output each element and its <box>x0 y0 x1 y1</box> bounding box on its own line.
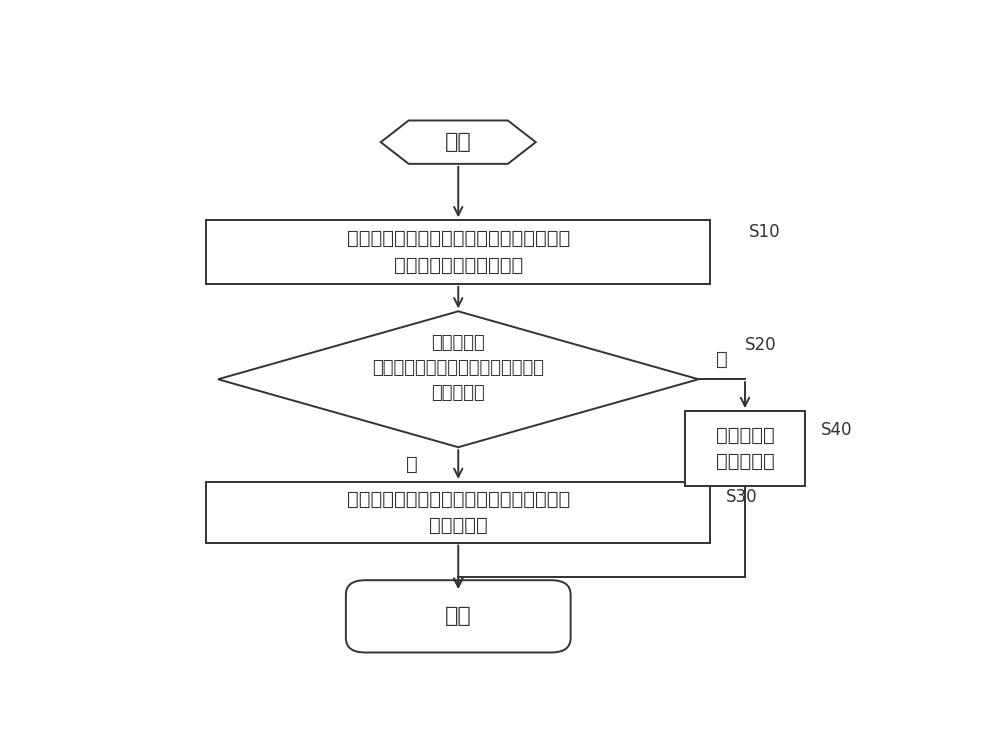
Bar <box>206 220 710 284</box>
Text: 向硬关机电路模块发送关机指令以切断移动
终端的电源: 向硬关机电路模块发送关机指令以切断移动 终端的电源 <box>347 490 570 535</box>
Polygon shape <box>381 120 536 164</box>
Text: 开始: 开始 <box>445 132 472 152</box>
Text: S30: S30 <box>726 488 757 506</box>
Bar <box>685 411 805 486</box>
Bar <box>206 482 710 543</box>
Text: S10: S10 <box>749 223 780 241</box>
Text: S40: S40 <box>821 421 852 439</box>
Text: 判断接收到
的瞬间加速度值是否大于或等于预设
加速度阈值: 判断接收到 的瞬间加速度值是否大于或等于预设 加速度阈值 <box>372 333 544 402</box>
Text: 是: 是 <box>406 455 418 474</box>
Text: 接收重力传感器实时侦测到的移动终端在竖
直方向上的瞬时加速度值: 接收重力传感器实时侦测到的移动终端在竖 直方向上的瞬时加速度值 <box>347 229 570 275</box>
Text: 否: 否 <box>716 350 728 369</box>
FancyBboxPatch shape <box>346 581 571 653</box>
Text: 控制移动终
端正常运行: 控制移动终 端正常运行 <box>716 426 774 472</box>
Polygon shape <box>218 312 698 447</box>
Text: S20: S20 <box>745 336 777 354</box>
Text: 结束: 结束 <box>445 606 472 626</box>
